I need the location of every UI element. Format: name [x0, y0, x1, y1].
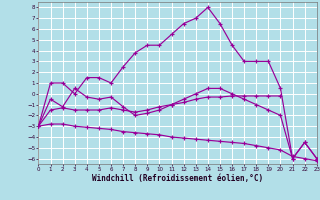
X-axis label: Windchill (Refroidissement éolien,°C): Windchill (Refroidissement éolien,°C) [92, 174, 263, 183]
